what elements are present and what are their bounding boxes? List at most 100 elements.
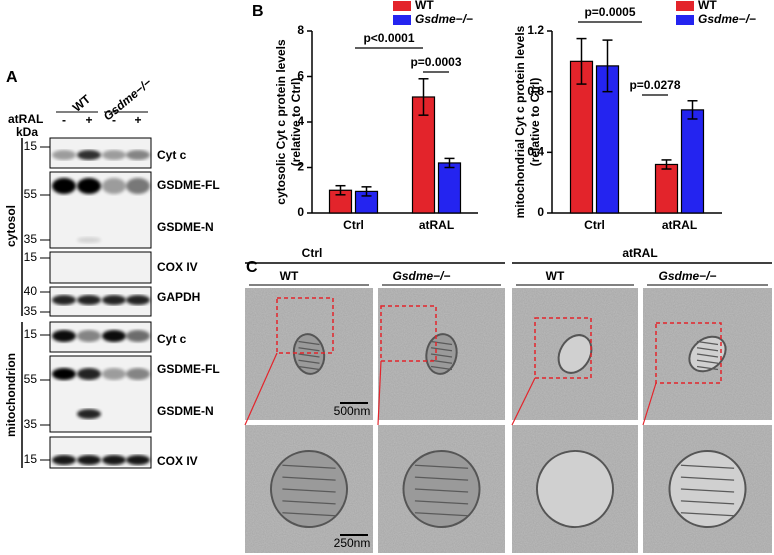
unit-label: kDa [16, 125, 38, 139]
blot-band [102, 150, 126, 160]
blot-band [52, 368, 76, 380]
blot-band [126, 368, 150, 380]
protein-label: COX IV [157, 454, 198, 468]
crista [414, 476, 469, 481]
group-label: Ctrl [302, 246, 323, 260]
blot-band [77, 330, 101, 342]
lane-label: Gsdme−/− [101, 75, 154, 123]
crista [430, 340, 453, 346]
crista [282, 488, 336, 493]
blot-band [102, 330, 126, 342]
protein-label: Cyt c [157, 148, 187, 162]
column-label: Gsdme−/− [392, 269, 450, 283]
crista [414, 512, 469, 517]
crista [298, 365, 320, 371]
y-tick-label: 0 [297, 205, 304, 219]
blot-band [77, 178, 101, 194]
zoom-box [655, 322, 722, 384]
panel-letter: C [246, 259, 258, 276]
crista [696, 347, 719, 352]
protein-label: GSDME-N [157, 404, 214, 418]
legend-swatch [676, 15, 694, 25]
blot-band [102, 295, 126, 305]
zoom-box [534, 317, 592, 379]
crista [696, 359, 719, 364]
y-tick-label: 8 [297, 23, 304, 37]
blot-band [77, 295, 101, 305]
crista [414, 488, 469, 493]
zoom-box [276, 297, 334, 354]
y-tick-label: 6 [297, 69, 304, 83]
panel-letter: A [6, 69, 18, 86]
y-tick-label: 1.2 [527, 23, 544, 37]
x-tick-label: atRAL [419, 218, 454, 232]
marker-label: 55 [24, 372, 38, 386]
crista [430, 359, 453, 364]
blot-band [102, 368, 126, 380]
treatment-mark: - [62, 113, 66, 127]
marker-label: 55 [24, 187, 38, 201]
crista [282, 500, 336, 505]
blot-band [77, 237, 101, 243]
bar [680, 109, 705, 214]
legend-label: WT [415, 0, 434, 12]
crista [282, 464, 336, 469]
protein-label: COX IV [157, 260, 198, 274]
y-tick-label: 4 [297, 114, 304, 128]
protein-label: GAPDH [157, 290, 200, 304]
panel-letter: B [252, 3, 264, 20]
error-bar [418, 78, 429, 116]
marker-label: 35 [24, 417, 38, 431]
legend-swatch [393, 1, 411, 11]
blot-band [52, 330, 76, 342]
blot-band [126, 150, 150, 160]
error-bar [335, 184, 346, 196]
p-value: p=0.0278 [629, 78, 680, 92]
legend-swatch [393, 15, 411, 25]
mitochondrion [557, 334, 593, 374]
y-tick-label: 0 [537, 205, 544, 219]
bar [437, 162, 462, 214]
scale-bar-label: 250nm [334, 536, 371, 550]
blot-band [52, 150, 76, 160]
blot-band [126, 178, 150, 194]
marker-label: 35 [24, 232, 38, 246]
fraction-label: cytosol [4, 205, 18, 247]
y-tick-label: 0.4 [527, 145, 544, 159]
y-axis-label: cytosolic Cyt c protein levels [274, 39, 288, 205]
mitochondrion [402, 450, 481, 528]
crista [282, 476, 336, 481]
x-tick-label: atRAL [662, 218, 697, 232]
blot-band [52, 455, 76, 465]
blot-band [77, 368, 101, 380]
y-axis-label: mitochondrial Cyt c protein levels [513, 25, 527, 218]
protein-label: Cyt c [157, 332, 187, 346]
crista [430, 347, 453, 352]
error-bar [444, 157, 455, 169]
blot-band [77, 409, 101, 419]
blot-strip [49, 251, 152, 284]
zoom-line [244, 352, 278, 426]
zoom-line [511, 377, 536, 426]
zoom-box [380, 305, 437, 362]
marker-label: 15 [24, 452, 38, 466]
mitochondrion [668, 450, 747, 528]
treatment-label: atRAL [8, 112, 43, 126]
protein-label: GSDME-N [157, 220, 214, 234]
marker-label: 40 [24, 284, 38, 298]
crista [680, 500, 735, 505]
crista [680, 476, 735, 481]
crista [298, 353, 320, 358]
blot-band [126, 455, 150, 465]
treatment-mark: + [85, 113, 92, 127]
legend-label: Gsdme−/− [415, 12, 473, 26]
blot-band [126, 330, 150, 342]
crista [298, 359, 320, 364]
crista [282, 512, 336, 517]
blot-band [77, 150, 101, 160]
x-tick-label: Ctrl [343, 218, 364, 232]
blot-band [102, 178, 126, 194]
y-axis-label: (relative to Ctrl) [289, 78, 303, 167]
crista [680, 512, 735, 517]
